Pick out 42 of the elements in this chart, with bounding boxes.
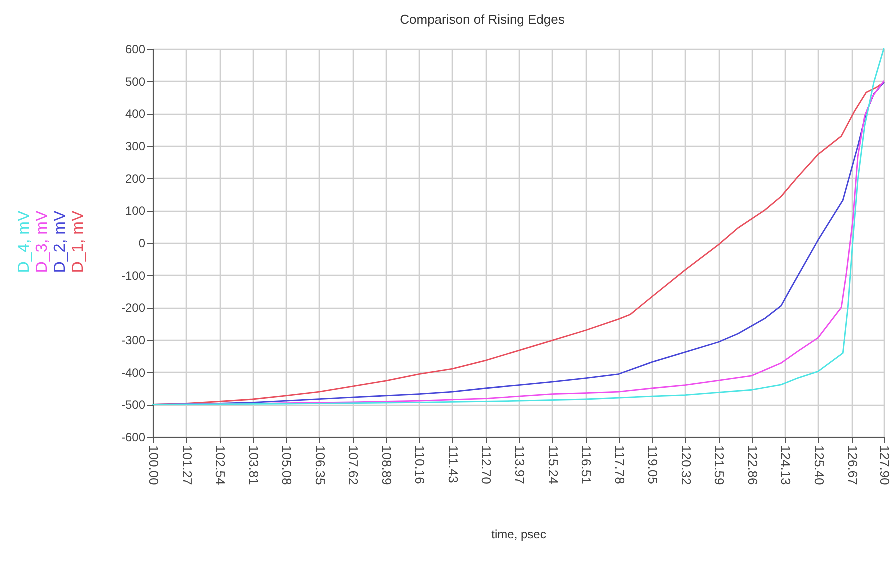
y-tick-label: 100 <box>125 204 146 218</box>
x-axis-title: time, psec <box>492 527 546 542</box>
x-tick-label: 110.16 <box>412 446 428 484</box>
x-tick-label: 117.78 <box>612 446 628 484</box>
y-tick-label: 500 <box>125 74 146 89</box>
y-tick-label: -500 <box>121 398 146 412</box>
x-tick-label: 124.13 <box>778 446 794 486</box>
y-tick-label: 0 <box>138 236 146 250</box>
chart-title: Comparison of Rising Edges <box>400 12 566 27</box>
text: D_2, mV <box>52 210 69 274</box>
x-tick-label: 111.43 <box>446 446 461 484</box>
x-tick-label: 125.40 <box>812 446 827 486</box>
x-tick-label: 116.51 <box>579 446 594 484</box>
y-tick-label: 300 <box>125 140 146 154</box>
x-tick-label: 119.05 <box>646 446 661 484</box>
y-tick-label: -400 <box>121 366 146 380</box>
x-tick-label: 100.00 <box>146 446 162 486</box>
y-tick-label: -300 <box>121 334 146 348</box>
x-tick-label: 121.59 <box>712 446 728 486</box>
x-tick-label: 113.97 <box>512 446 528 484</box>
x-tick-label: 107.62 <box>346 446 362 486</box>
y-tick-label: 400 <box>125 107 146 122</box>
x-tick-label: 112.70 <box>479 446 494 484</box>
y-tick-label: -200 <box>121 301 146 316</box>
text: D_4, mV <box>16 210 33 274</box>
x-tick-label: 103.81 <box>246 446 262 486</box>
x-tick-label: 105.08 <box>280 446 295 486</box>
x-tick-label: 101.27 <box>180 446 195 486</box>
y-tick-label: 600 <box>125 42 146 56</box>
x-tick-label: 108.89 <box>379 446 394 486</box>
y-tick-label: -600 <box>121 430 146 444</box>
x-tick-label: 126.67 <box>845 446 860 486</box>
text: D_3, mV <box>34 210 51 274</box>
y-tick-label: 200 <box>125 172 146 186</box>
x-tick-label: 102.54 <box>213 446 228 486</box>
text: D_1, mV <box>70 210 87 274</box>
x-tick-label: 115.24 <box>546 446 561 484</box>
x-tick-label: 120.32 <box>678 446 694 486</box>
y-tick-label: -100 <box>121 268 146 283</box>
x-tick-label: 106.35 <box>312 446 328 486</box>
x-tick-label: 127.90 <box>878 446 892 486</box>
x-tick-label: 122.86 <box>745 446 760 486</box>
